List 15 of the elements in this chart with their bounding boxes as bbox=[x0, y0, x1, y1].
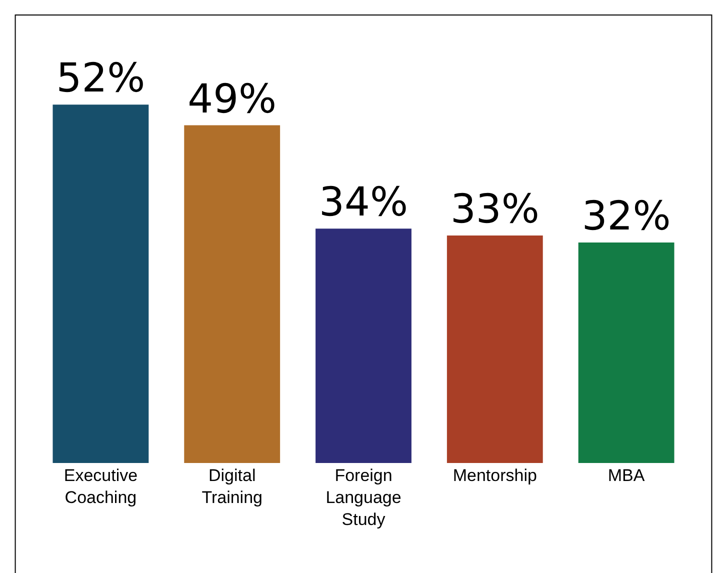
data-label: 33% bbox=[450, 186, 540, 233]
x-tick-label: Foreign Language Study bbox=[326, 466, 402, 530]
data-label: 34% bbox=[319, 180, 408, 226]
data-label: 49% bbox=[188, 76, 277, 122]
data-label: 32% bbox=[582, 193, 671, 240]
bar bbox=[578, 242, 674, 463]
x-tick-label: MBA bbox=[608, 466, 646, 485]
bar bbox=[446, 236, 543, 463]
bar bbox=[316, 228, 412, 463]
x-tick-label: Executive Coaching bbox=[64, 466, 138, 508]
data-label: 52% bbox=[56, 56, 146, 102]
bar bbox=[184, 125, 280, 463]
bar bbox=[52, 104, 149, 463]
x-tick-label: Digital Training bbox=[202, 466, 262, 508]
x-tick-label: Mentorship bbox=[452, 466, 537, 485]
